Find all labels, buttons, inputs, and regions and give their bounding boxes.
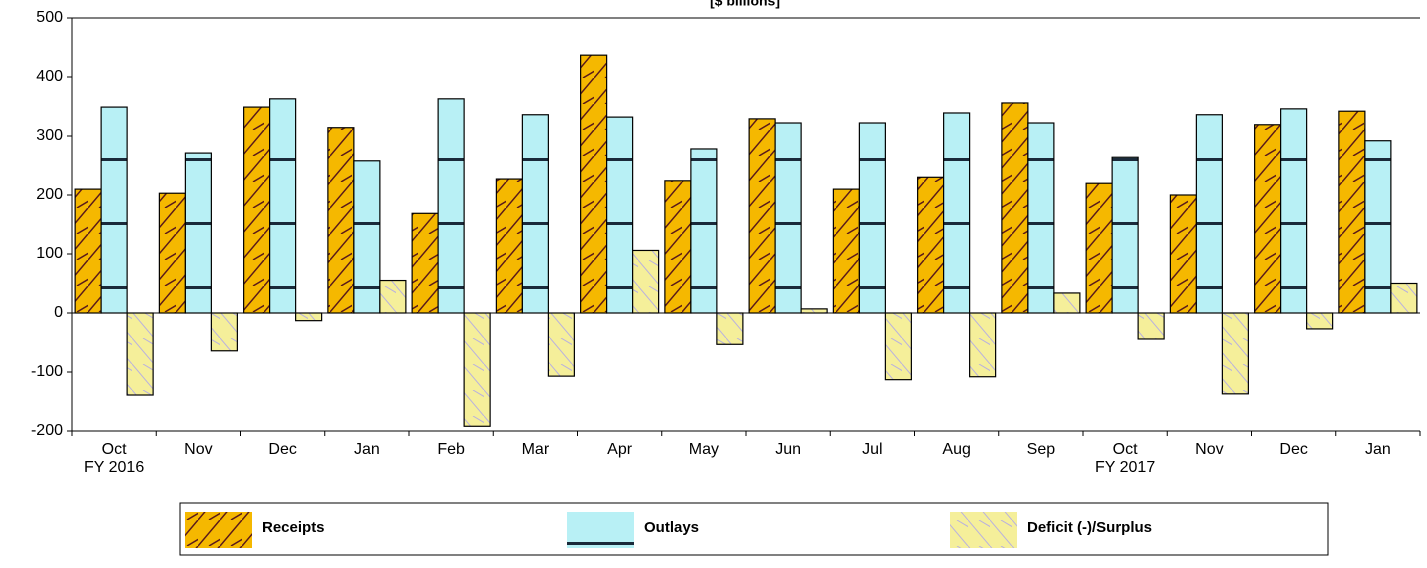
y-tick-label: 500 bbox=[36, 9, 63, 26]
y-tick-label: 0 bbox=[54, 304, 63, 321]
bar bbox=[632, 249, 660, 314]
bar bbox=[1111, 156, 1139, 314]
bar bbox=[884, 312, 912, 381]
bar bbox=[917, 176, 945, 314]
bar bbox=[832, 188, 860, 314]
x-tick-label: Oct bbox=[102, 441, 127, 458]
bar bbox=[1137, 312, 1165, 340]
bar bbox=[858, 122, 886, 314]
bar bbox=[1001, 102, 1029, 314]
bar bbox=[1027, 122, 1055, 314]
chart-subtitle: [$ billions] bbox=[710, 0, 780, 9]
bar bbox=[327, 127, 355, 314]
legend-label: Outlays bbox=[644, 519, 699, 536]
x-tick-label: Jan bbox=[1365, 441, 1391, 458]
y-tick-label: -100 bbox=[31, 363, 63, 380]
bar bbox=[495, 178, 523, 314]
legend: Receipts Outlays Deficit (-)/Surplus bbox=[185, 512, 1152, 548]
bar bbox=[1306, 312, 1334, 330]
bar bbox=[716, 312, 744, 345]
bar bbox=[210, 312, 238, 352]
bar bbox=[379, 279, 407, 314]
bar bbox=[1254, 124, 1282, 314]
bar bbox=[943, 112, 971, 314]
x-tick-label: Jul bbox=[862, 441, 882, 458]
x-tick-label: Aug bbox=[942, 441, 970, 458]
bar bbox=[1338, 110, 1366, 314]
bar bbox=[1195, 114, 1223, 314]
bar bbox=[606, 116, 634, 314]
bar bbox=[521, 114, 549, 314]
x-tick-label: Apr bbox=[607, 441, 633, 458]
bar bbox=[774, 122, 802, 314]
bar bbox=[1364, 140, 1392, 314]
bar bbox=[158, 192, 186, 314]
bar bbox=[748, 118, 776, 314]
bar bbox=[243, 106, 271, 314]
bar bbox=[100, 106, 128, 314]
bar bbox=[269, 98, 297, 314]
bar bbox=[74, 188, 102, 314]
legend-swatch bbox=[567, 512, 634, 548]
x-tick-label: Sep bbox=[1027, 441, 1056, 458]
bar bbox=[126, 312, 154, 396]
y-tick-label: -200 bbox=[31, 422, 63, 439]
x-tick-label: Oct bbox=[1113, 441, 1138, 458]
legend-swatch bbox=[185, 512, 252, 548]
bar bbox=[969, 312, 997, 378]
bar bbox=[463, 312, 491, 427]
legend-box bbox=[179, 502, 1329, 556]
bar bbox=[1169, 194, 1197, 314]
x-tick-label: May bbox=[689, 441, 719, 458]
bar bbox=[437, 98, 465, 314]
bar bbox=[1085, 182, 1113, 314]
bar bbox=[580, 54, 608, 314]
bar bbox=[353, 160, 381, 314]
y-tick-label: 300 bbox=[36, 127, 63, 144]
bar bbox=[664, 180, 692, 314]
x-tick-label: Dec bbox=[1279, 441, 1307, 458]
bar bbox=[1221, 312, 1249, 395]
legend-label: Receipts bbox=[262, 519, 325, 536]
x-tick-label: Dec bbox=[268, 441, 296, 458]
bar bbox=[295, 312, 323, 322]
y-tick-label: 200 bbox=[36, 186, 63, 203]
x-tick-label: Nov bbox=[184, 441, 212, 458]
x-tick-label: Jun bbox=[775, 441, 801, 458]
bar bbox=[547, 312, 575, 377]
legend-label: Deficit (-)/Surplus bbox=[1027, 519, 1152, 536]
x-tick-sublabel: FY 2017 bbox=[1095, 459, 1155, 476]
bar bbox=[1390, 282, 1418, 314]
bar bbox=[411, 212, 439, 314]
x-tick-label: Mar bbox=[522, 441, 550, 458]
x-tick-label: Jan bbox=[354, 441, 380, 458]
bar bbox=[1053, 292, 1081, 314]
bar bbox=[800, 308, 828, 314]
x-tick-label: Nov bbox=[1195, 441, 1223, 458]
x-tick-label: Feb bbox=[437, 441, 465, 458]
bar bbox=[690, 148, 718, 314]
x-tick-sublabel: FY 2016 bbox=[84, 459, 144, 476]
bar bbox=[184, 152, 212, 314]
y-tick-label: 100 bbox=[36, 245, 63, 262]
legend-swatch bbox=[950, 512, 1017, 548]
bar bbox=[1280, 108, 1308, 314]
y-tick-label: 400 bbox=[36, 68, 63, 85]
